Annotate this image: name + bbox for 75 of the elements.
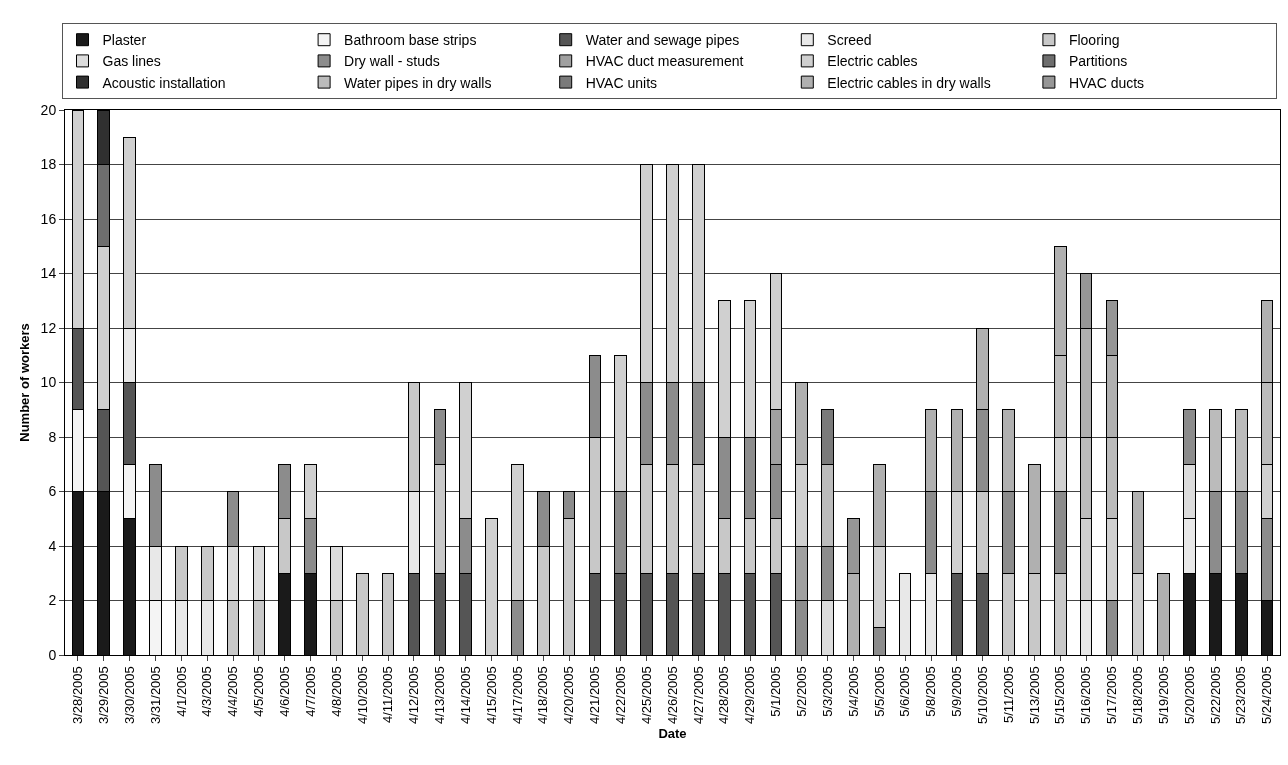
legend-label: Water pipes in dry walls bbox=[344, 74, 492, 91]
x-tick-label: 3/29/2005 bbox=[96, 666, 111, 725]
legend-label: Flooring bbox=[1068, 32, 1120, 49]
legend-label: Water and sewage pipes bbox=[585, 32, 740, 49]
x-tick-label: 5/10/2005 bbox=[974, 666, 990, 725]
x-axis-title: Date bbox=[658, 726, 687, 742]
x-tick-label: 5/13/2005 bbox=[1026, 666, 1042, 725]
y-tick-label: 8 bbox=[48, 428, 57, 445]
x-tick-label: 5/18/2005 bbox=[1130, 666, 1146, 725]
legend-label: Dry wall - studs bbox=[344, 53, 440, 70]
y-tick-label: 0 bbox=[48, 646, 57, 663]
x-tick-label: 4/11/2005 bbox=[380, 666, 396, 724]
y-tick-label: 20 bbox=[40, 101, 57, 118]
legend-label: Bathroom base strips bbox=[344, 32, 477, 49]
x-tick-label: 5/17/2005 bbox=[1104, 666, 1120, 725]
legend-label: Plaster bbox=[102, 32, 147, 49]
legend-label: HVAC duct measurement bbox=[585, 53, 744, 70]
x-tick-label: 4/12/2005 bbox=[406, 666, 422, 725]
y-tick-label: 6 bbox=[48, 483, 57, 500]
x-tick-label: 5/2/2005 bbox=[793, 666, 809, 717]
x-tick-label: 5/19/2005 bbox=[1155, 666, 1171, 725]
x-tick-label: 5/11/2005 bbox=[1000, 666, 1016, 724]
x-tick-label: 4/10/2005 bbox=[354, 666, 370, 725]
x-tick-label: 5/6/2005 bbox=[897, 666, 913, 717]
legend-label: Partitions bbox=[1068, 53, 1128, 70]
x-tick-label: 5/9/2005 bbox=[949, 666, 965, 717]
x-tick-label: 5/5/2005 bbox=[871, 666, 887, 717]
x-tick-label: 4/6/2005 bbox=[276, 666, 292, 717]
x-tick-label: 5/22/2005 bbox=[1207, 666, 1223, 725]
x-tick-label: 4/20/2005 bbox=[561, 666, 577, 725]
x-tick-label: 4/15/2005 bbox=[483, 666, 499, 725]
x-tick-label: 5/20/2005 bbox=[1181, 666, 1197, 725]
y-axis-title: Number of workers bbox=[17, 323, 32, 442]
x-tick-label: 3/31/2005 bbox=[147, 666, 163, 725]
x-tick-label: 4/27/2005 bbox=[690, 666, 706, 725]
legend-label: Electric cables bbox=[827, 53, 918, 70]
x-tick-label: 5/24/2005 bbox=[1259, 666, 1275, 725]
legend-label: Acoustic installation bbox=[102, 74, 226, 91]
x-tick-label: 5/15/2005 bbox=[1052, 666, 1068, 725]
x-tick-label: 3/30/2005 bbox=[121, 666, 137, 725]
x-tick-label: 4/29/2005 bbox=[742, 666, 758, 725]
y-tick-label: 18 bbox=[40, 156, 57, 173]
x-tick-label: 4/4/2005 bbox=[225, 666, 241, 717]
y-tick-label: 12 bbox=[40, 319, 57, 336]
x-tick-label: 4/26/2005 bbox=[664, 666, 680, 725]
y-tick-label: 16 bbox=[40, 210, 57, 227]
x-tick-label: 5/16/2005 bbox=[1078, 666, 1094, 725]
x-tick-label: 4/1/2005 bbox=[173, 666, 189, 717]
x-tick-label: 4/13/2005 bbox=[432, 666, 448, 725]
x-tick-label: 5/8/2005 bbox=[923, 666, 939, 717]
x-tick-label: 4/22/2005 bbox=[613, 666, 629, 725]
x-tick-label: 3/28/2005 bbox=[70, 666, 86, 725]
x-tick-label: 4/8/2005 bbox=[328, 666, 344, 717]
x-tick-label: 4/7/2005 bbox=[302, 666, 318, 717]
legend-label: Screed bbox=[827, 32, 872, 49]
x-tick-label: 5/23/2005 bbox=[1233, 666, 1249, 725]
x-tick-label: 4/18/2005 bbox=[535, 666, 551, 725]
y-tick-label: 4 bbox=[48, 537, 57, 554]
x-tick-label: 4/21/2005 bbox=[587, 666, 603, 725]
legend-label: Gas lines bbox=[102, 53, 161, 70]
x-tick-label: 4/3/2005 bbox=[199, 666, 215, 717]
x-tick-label: 5/3/2005 bbox=[819, 666, 835, 717]
y-tick-label: 2 bbox=[48, 592, 57, 609]
x-tick-label: 4/14/2005 bbox=[457, 666, 473, 725]
x-tick-label: 4/5/2005 bbox=[251, 666, 267, 717]
legend-label: HVAC ducts bbox=[1068, 74, 1145, 91]
legend-label: Electric cables in dry walls bbox=[827, 74, 991, 91]
x-tick-label: 4/25/2005 bbox=[638, 666, 654, 725]
y-tick-label: 10 bbox=[40, 374, 57, 391]
x-tick-label: 5/1/2005 bbox=[768, 666, 784, 717]
legend-label: HVAC units bbox=[585, 74, 658, 91]
y-tick-label: 14 bbox=[40, 265, 57, 282]
x-tick-label: 4/28/2005 bbox=[716, 666, 732, 725]
x-tick-label: 4/17/2005 bbox=[509, 666, 525, 725]
x-tick-label: 5/4/2005 bbox=[845, 666, 861, 717]
